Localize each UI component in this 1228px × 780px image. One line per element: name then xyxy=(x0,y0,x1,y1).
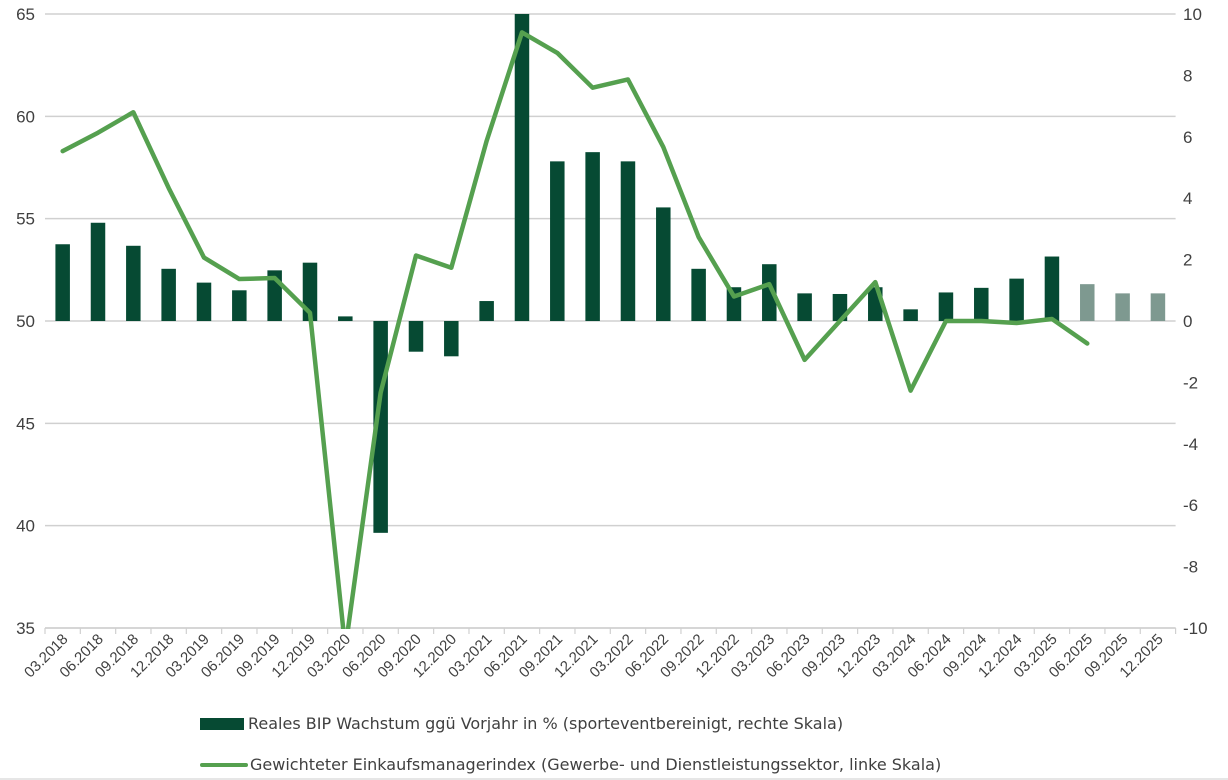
right-tick-label: 8 xyxy=(1183,66,1192,85)
bar xyxy=(514,14,530,321)
legend-item-emi: Gewichteter Einkaufsmanagerindex (Gewerb… xyxy=(200,755,941,774)
bar xyxy=(1044,256,1060,321)
right-tick-label: -10 xyxy=(1183,619,1208,638)
bar xyxy=(1080,284,1095,321)
right-tick-label: -6 xyxy=(1183,496,1198,515)
bar xyxy=(903,309,918,321)
bar xyxy=(444,321,459,357)
bar xyxy=(938,292,954,321)
right-tick-label: 4 xyxy=(1183,189,1192,208)
chart: 65 60 55 50 45 40 35 10 8 6 4 2 0 -2 -4 -6 -8 -10 03.201… xyxy=(16,5,1208,681)
bar xyxy=(656,207,671,321)
bar xyxy=(90,222,106,321)
bar xyxy=(161,268,176,321)
right-tick-label: 0 xyxy=(1183,312,1192,331)
bar xyxy=(691,268,706,321)
bar xyxy=(126,245,141,321)
bar xyxy=(1115,293,1130,321)
bar xyxy=(797,293,812,321)
bar xyxy=(232,290,247,321)
right-tick-label: 2 xyxy=(1183,251,1192,270)
bar xyxy=(550,161,565,321)
bar xyxy=(408,321,424,352)
legend-line-swatch xyxy=(200,762,248,767)
bar xyxy=(196,282,212,321)
bar xyxy=(620,161,636,321)
right-tick-label: -4 xyxy=(1183,435,1198,454)
bar xyxy=(1009,278,1024,321)
right-tick-label: 6 xyxy=(1183,128,1192,147)
bar xyxy=(338,316,353,321)
left-tick-label: 50 xyxy=(16,312,35,331)
right-tick-label: -2 xyxy=(1183,373,1198,392)
left-axis: 65 60 55 50 45 40 35 xyxy=(16,5,35,638)
bar xyxy=(1150,293,1166,321)
left-tick-label: 60 xyxy=(16,107,35,126)
bar-series xyxy=(55,14,1166,533)
left-tick-label: 45 xyxy=(16,414,35,433)
left-tick-label: 55 xyxy=(16,210,35,229)
legend-label-emi: Gewichteter Einkaufsmanagerindex (Gewerb… xyxy=(250,755,942,774)
left-tick-label: 35 xyxy=(16,619,35,638)
legend-item-bip: Reales BIP Wachstum ggü Vorjahr in % (sp… xyxy=(200,714,843,733)
right-tick-label: 10 xyxy=(1183,5,1202,24)
emi-line xyxy=(60,30,1090,629)
bar xyxy=(762,264,777,321)
bar xyxy=(55,244,70,321)
right-tick-label: -8 xyxy=(1183,558,1198,577)
line-series xyxy=(60,30,1090,629)
legend-bar-swatch xyxy=(200,717,244,730)
bar xyxy=(585,152,600,321)
bar xyxy=(479,301,494,321)
x-tick-labels: 03.201806.201809.201812.201803.201906.20… xyxy=(21,631,1167,681)
bar xyxy=(974,287,989,321)
x-axis xyxy=(44,627,1177,634)
left-tick-label: 65 xyxy=(16,5,35,24)
divider xyxy=(0,778,1228,780)
right-axis: 10 8 6 4 2 0 -2 -4 -6 -8 -10 xyxy=(1183,5,1208,638)
legend-label-bip: Reales BIP Wachstum ggü Vorjahr in % (sp… xyxy=(248,714,844,733)
left-tick-label: 40 xyxy=(16,517,35,536)
